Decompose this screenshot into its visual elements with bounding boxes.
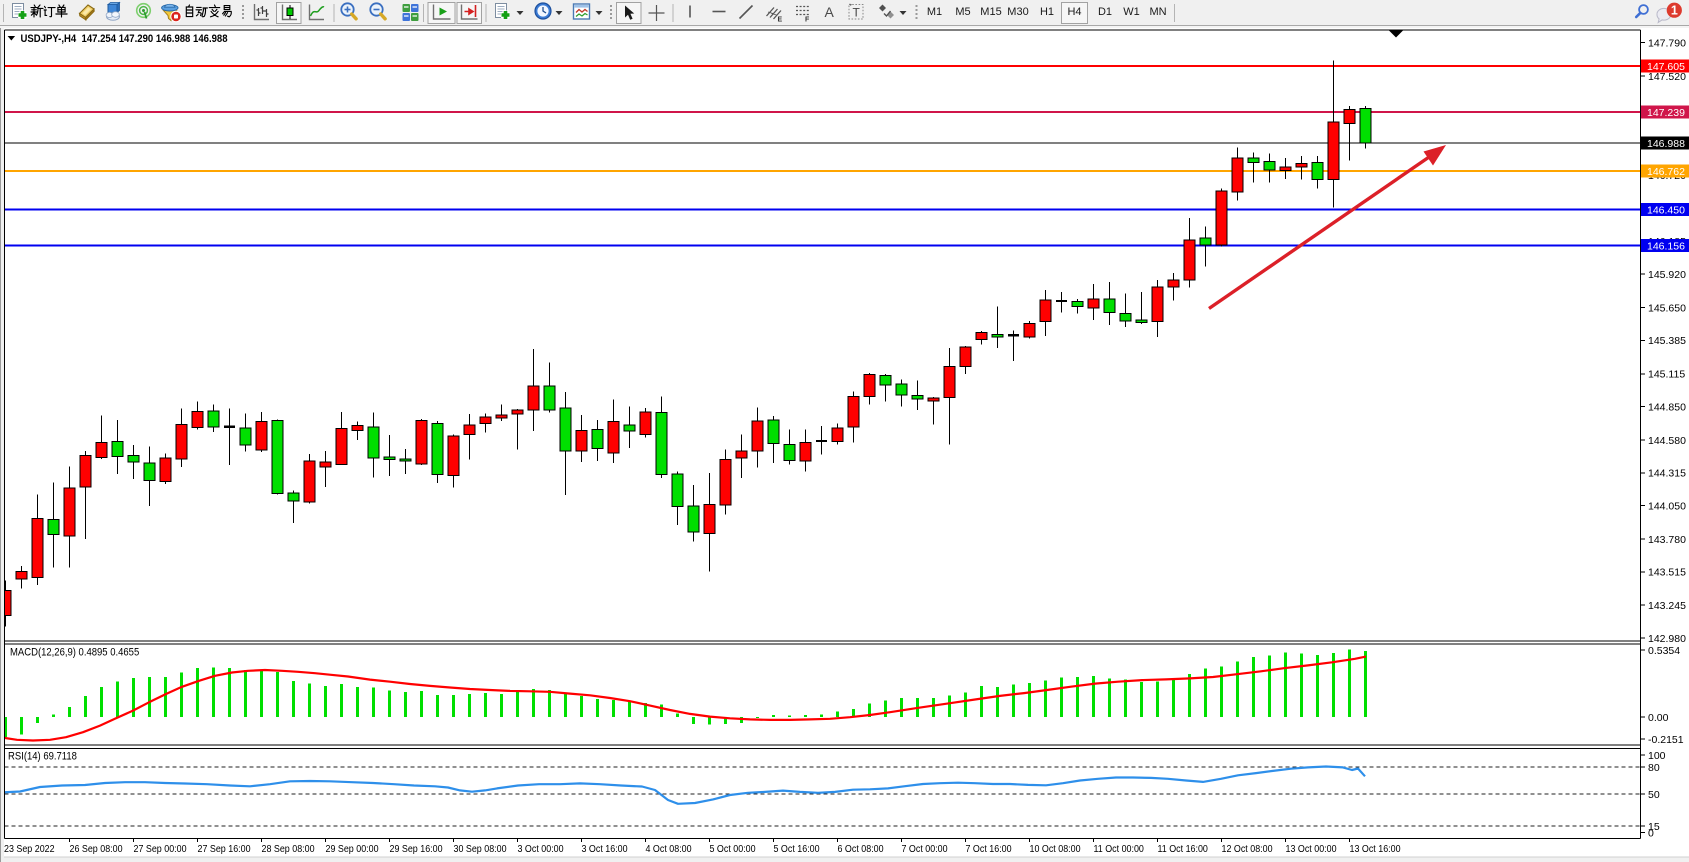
svg-text:-0.2151: -0.2151 [1648,734,1684,746]
svg-text:27 Sep 00:00: 27 Sep 00:00 [134,843,188,855]
svg-text:80: 80 [1648,762,1660,774]
svg-text:27 Sep 16:00: 27 Sep 16:00 [198,843,252,855]
svg-text:USDJPY-,H4 147.254 147.290 14: USDJPY-,H4 147.254 147.290 146.988 146.9… [21,34,228,46]
svg-text:144.850: 144.850 [1648,401,1686,413]
svg-text:6 Oct 08:00: 6 Oct 08:00 [838,843,885,855]
svg-text:M5: M5 [955,6,970,18]
svg-text:50: 50 [1648,789,1660,801]
svg-text:F: F [805,17,810,24]
svg-text:23 Sep 2022: 23 Sep 2022 [4,843,55,855]
svg-text:W1: W1 [1123,6,1140,18]
svg-text:29 Sep 00:00: 29 Sep 00:00 [326,843,380,855]
svg-text:H1: H1 [1040,6,1054,18]
svg-text:146.450: 146.450 [1647,204,1685,216]
svg-text:13 Oct 00:00: 13 Oct 00:00 [1286,843,1338,855]
svg-text:28 Sep 08:00: 28 Sep 08:00 [262,843,316,855]
svg-text:4 Oct 08:00: 4 Oct 08:00 [646,843,693,855]
svg-text:T: T [853,6,861,20]
svg-text:144.580: 144.580 [1648,435,1686,447]
svg-text:146.156: 146.156 [1647,241,1685,253]
svg-text:7 Oct 00:00: 7 Oct 00:00 [902,843,949,855]
svg-text:26 Sep 08:00: 26 Sep 08:00 [70,843,124,855]
svg-text:13 Oct 16:00: 13 Oct 16:00 [1350,843,1402,855]
svg-text:D1: D1 [1098,6,1112,18]
svg-text:145.115: 145.115 [1648,369,1685,381]
svg-text:12 Oct 08:00: 12 Oct 08:00 [1222,843,1274,855]
svg-text:11 Oct 00:00: 11 Oct 00:00 [1094,843,1145,855]
svg-text:0: 0 [1648,827,1654,839]
svg-text:A: A [825,4,835,20]
svg-text:E: E [778,17,783,24]
svg-text:147.605: 147.605 [1647,61,1685,73]
svg-text:MN: MN [1149,6,1166,18]
svg-text:10 Oct 08:00: 10 Oct 08:00 [1030,843,1082,855]
svg-text:145.920: 145.920 [1648,269,1686,281]
svg-text:147.790: 147.790 [1648,37,1686,49]
svg-text:11 Oct 16:00: 11 Oct 16:00 [1158,843,1209,855]
svg-text:144.315: 144.315 [1648,468,1686,480]
svg-text:1: 1 [1671,4,1678,18]
svg-text:30 Sep 08:00: 30 Sep 08:00 [454,843,508,855]
svg-text:M30: M30 [1007,6,1028,18]
svg-text:143.515: 143.515 [1648,567,1686,579]
svg-text:H4: H4 [1067,6,1081,18]
svg-text:144.050: 144.050 [1648,500,1686,512]
svg-text:7 Oct 16:00: 7 Oct 16:00 [966,843,1013,855]
svg-text:15: 15 [1648,821,1660,833]
svg-text:0.00: 0.00 [1648,712,1669,724]
svg-text:29 Sep 16:00: 29 Sep 16:00 [390,843,444,855]
svg-text:146.762: 146.762 [1647,166,1685,178]
svg-text:147.239: 147.239 [1647,107,1685,119]
svg-text:142.980: 142.980 [1648,633,1686,645]
svg-text:0.5354: 0.5354 [1648,645,1680,657]
svg-text:3 Oct 00:00: 3 Oct 00:00 [518,843,565,855]
svg-text:M1: M1 [927,6,942,18]
svg-text:M15: M15 [980,6,1001,18]
svg-text:145.650: 145.650 [1648,302,1686,314]
svg-text:5 Oct 00:00: 5 Oct 00:00 [710,843,757,855]
svg-text:100: 100 [1648,750,1666,762]
svg-text:143.780: 143.780 [1648,534,1686,546]
svg-text:146.988: 146.988 [1647,138,1685,150]
svg-text:145.385: 145.385 [1648,335,1686,347]
svg-text:RSI(14) 69.7118: RSI(14) 69.7118 [8,751,77,763]
svg-text:143.245: 143.245 [1648,600,1686,612]
svg-text:3 Oct 16:00: 3 Oct 16:00 [582,843,629,855]
svg-text:5 Oct 16:00: 5 Oct 16:00 [774,843,821,855]
svg-text:MACD(12,26,9) 0.4895 0.4655: MACD(12,26,9) 0.4895 0.4655 [10,647,140,659]
svg-text:147.520: 147.520 [1648,71,1686,83]
